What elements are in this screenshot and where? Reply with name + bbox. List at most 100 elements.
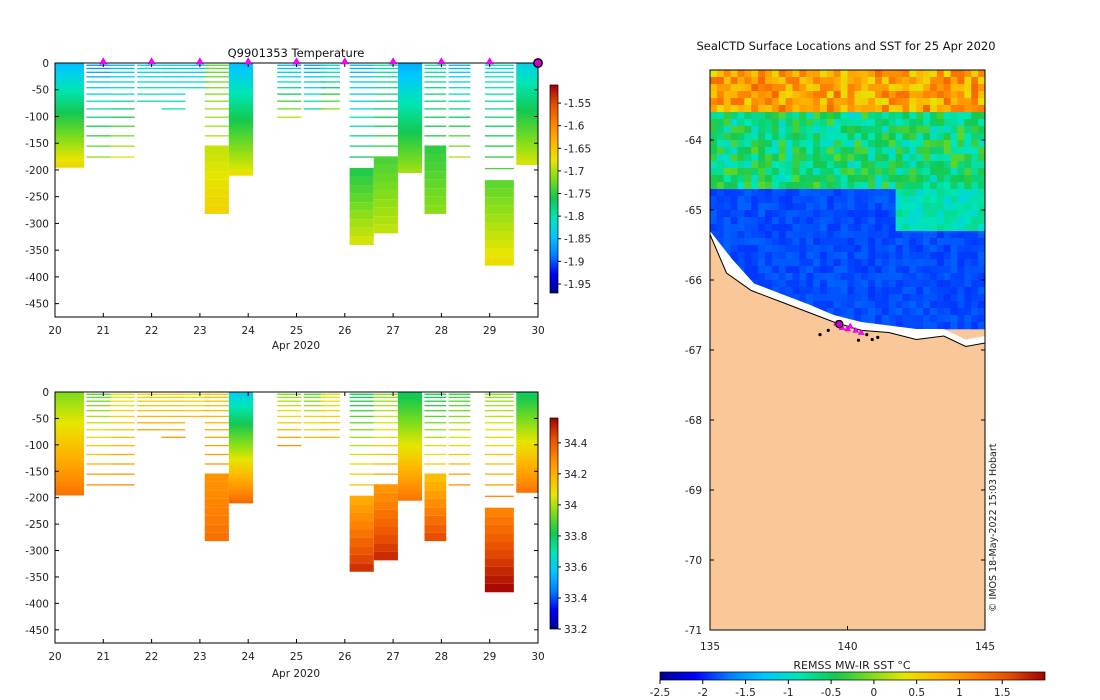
- sst-pixel: [792, 98, 800, 106]
- profile-cell: [484, 239, 514, 249]
- sst-pixel: [923, 294, 931, 302]
- sst-pixel: [840, 238, 848, 246]
- sst-pixel: [888, 245, 896, 253]
- seal-location-point: [865, 333, 869, 337]
- profile-cell: [228, 63, 254, 67]
- sst-pixel: [785, 280, 793, 288]
- sst-pixel: [771, 175, 780, 183]
- profile-cell: [516, 148, 538, 152]
- sst-pixel: [943, 245, 951, 253]
- sst-pixel: [799, 182, 807, 190]
- sst-pixel: [888, 70, 896, 78]
- profile-cell: [55, 145, 84, 149]
- profile-cell: [228, 460, 254, 464]
- profile-cell: [55, 161, 84, 165]
- sst-pixel: [957, 168, 965, 176]
- sst-pixel: [744, 119, 752, 127]
- sst-pixel: [861, 133, 869, 141]
- profile-line: [349, 444, 374, 447]
- sst-pixel: [950, 252, 958, 260]
- sst-pixel: [923, 315, 931, 323]
- sst-pixel: [758, 133, 766, 141]
- sst-pixel: [771, 133, 780, 141]
- profile-line: [303, 396, 326, 399]
- sst-pixel: [943, 266, 951, 274]
- sst-pixel: [930, 273, 938, 281]
- profile-cell: [55, 484, 84, 488]
- profile-line: [204, 135, 229, 137]
- profile-column: [484, 64, 514, 266]
- sst-pixel: [730, 182, 738, 190]
- sst-pixel: [751, 105, 759, 113]
- sst-pixel: [765, 210, 773, 218]
- sst-pixel: [930, 196, 938, 204]
- profile-cell: [228, 407, 254, 411]
- sst-pixel: [916, 154, 924, 162]
- sst-pixel: [792, 238, 800, 246]
- profile-cell: [516, 108, 538, 112]
- lat-tick-label: -69: [685, 485, 702, 497]
- sst-pixel: [813, 259, 821, 267]
- profile-line: [484, 436, 514, 439]
- profile-cell: [228, 137, 254, 141]
- sst-pixel: [751, 259, 759, 267]
- sst-pixel: [936, 203, 945, 211]
- profile-line: [86, 93, 111, 95]
- y-tick-label: -450: [25, 625, 49, 637]
- sst-pixel: [799, 252, 807, 260]
- profile-line: [320, 64, 340, 66]
- profile-cell: [228, 119, 254, 123]
- sst-pixel: [737, 112, 745, 120]
- sst-pixel: [909, 154, 917, 162]
- sst-pixel: [978, 168, 986, 176]
- sst-pixel: [785, 189, 793, 197]
- sst-pixel: [936, 168, 945, 176]
- sst-pixel: [936, 322, 945, 330]
- sst-pixel: [895, 301, 903, 309]
- sst-pixel: [978, 84, 986, 92]
- profile-line: [373, 429, 398, 431]
- sst-pixel: [971, 168, 979, 176]
- sst-pixel: [813, 133, 821, 141]
- sst-pixel: [875, 126, 883, 134]
- sst-pixel: [765, 154, 773, 162]
- sst-pixel: [716, 217, 725, 225]
- profile-line: [320, 393, 340, 395]
- sst-pixel: [923, 119, 931, 127]
- sst-pixel: [964, 308, 972, 316]
- sst-pixel: [978, 133, 986, 141]
- sst-pixel: [751, 175, 759, 183]
- sst-pixel: [964, 231, 972, 239]
- sst-pixel: [799, 238, 807, 246]
- sst-pixel: [806, 280, 814, 288]
- profile-line: [277, 400, 302, 402]
- lon-tick-label: 140: [837, 641, 857, 653]
- sst-pixel: [978, 322, 986, 330]
- sst-pixel: [895, 112, 903, 120]
- sst-pixel: [826, 147, 835, 155]
- sst-pixel: [881, 294, 890, 302]
- lat-tick-label: -64: [685, 135, 702, 147]
- sst-pixel: [826, 168, 835, 176]
- sst-pixel: [888, 238, 896, 246]
- sst-pixel: [847, 98, 855, 106]
- profile-cell: [55, 97, 84, 101]
- sst-pixel: [957, 259, 965, 267]
- profile-cell: [349, 521, 374, 530]
- sst-pixel: [923, 140, 931, 148]
- sst-pixel: [847, 203, 855, 211]
- sst-pixel: [888, 126, 896, 134]
- sst-pixel: [771, 161, 780, 169]
- sst-pixel: [716, 70, 725, 78]
- profile-line: [86, 135, 111, 137]
- profile-line: [161, 64, 186, 66]
- profile-cell: [228, 129, 254, 133]
- sst-pixel: [902, 182, 910, 190]
- sst-pixel: [820, 175, 828, 183]
- sst-pixel: [923, 266, 931, 274]
- profile-line: [448, 93, 471, 95]
- sst-pixel: [881, 266, 890, 274]
- profile-line: [277, 64, 302, 66]
- sst-pixel: [716, 154, 725, 162]
- profile-cell: [228, 161, 254, 165]
